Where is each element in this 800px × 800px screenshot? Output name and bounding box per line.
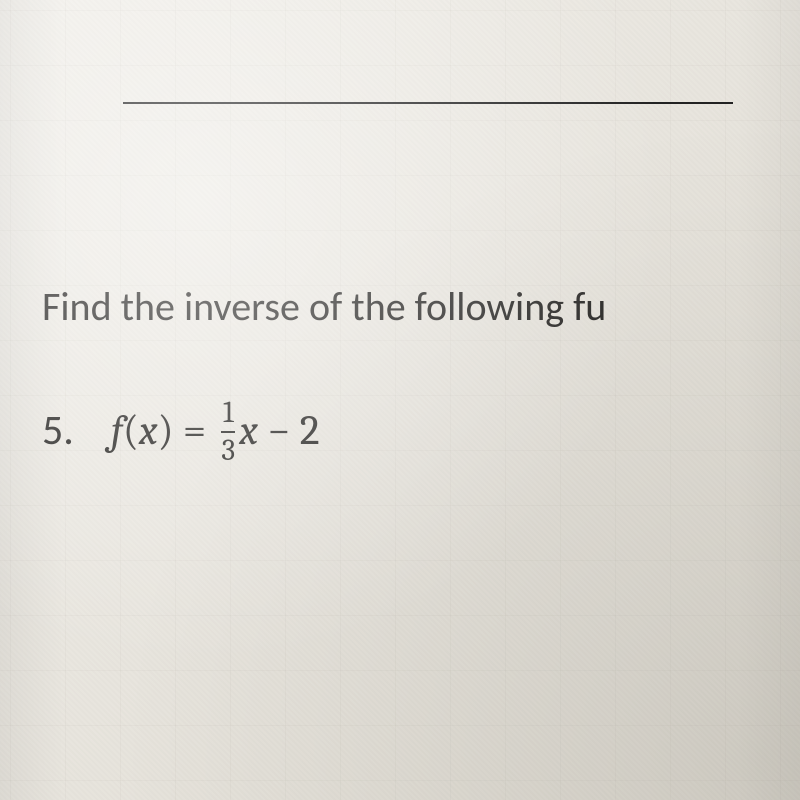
spacer: [83, 406, 101, 455]
equals-sign: =: [183, 406, 206, 455]
fraction-denominator: 3: [221, 436, 235, 466]
open-paren: (: [123, 406, 139, 455]
horizontal-rule: [123, 102, 733, 104]
fraction: 1 3: [221, 398, 235, 466]
minus-sign: −: [267, 406, 290, 455]
problem-number: 5.: [42, 405, 74, 456]
constant-term: 2: [300, 406, 320, 455]
fraction-numerator: 1: [221, 398, 235, 428]
problem-5: 5. f(x) = 1 3 x − 2: [42, 400, 320, 468]
close-paren: ): [158, 406, 174, 455]
instruction-text: Find the inverse of the following fu: [42, 282, 606, 331]
function-name: f: [111, 406, 123, 455]
variable-x: x: [239, 406, 258, 455]
function-arg: x: [139, 406, 158, 455]
instruction-content: Find the inverse of the following fu: [42, 282, 606, 331]
